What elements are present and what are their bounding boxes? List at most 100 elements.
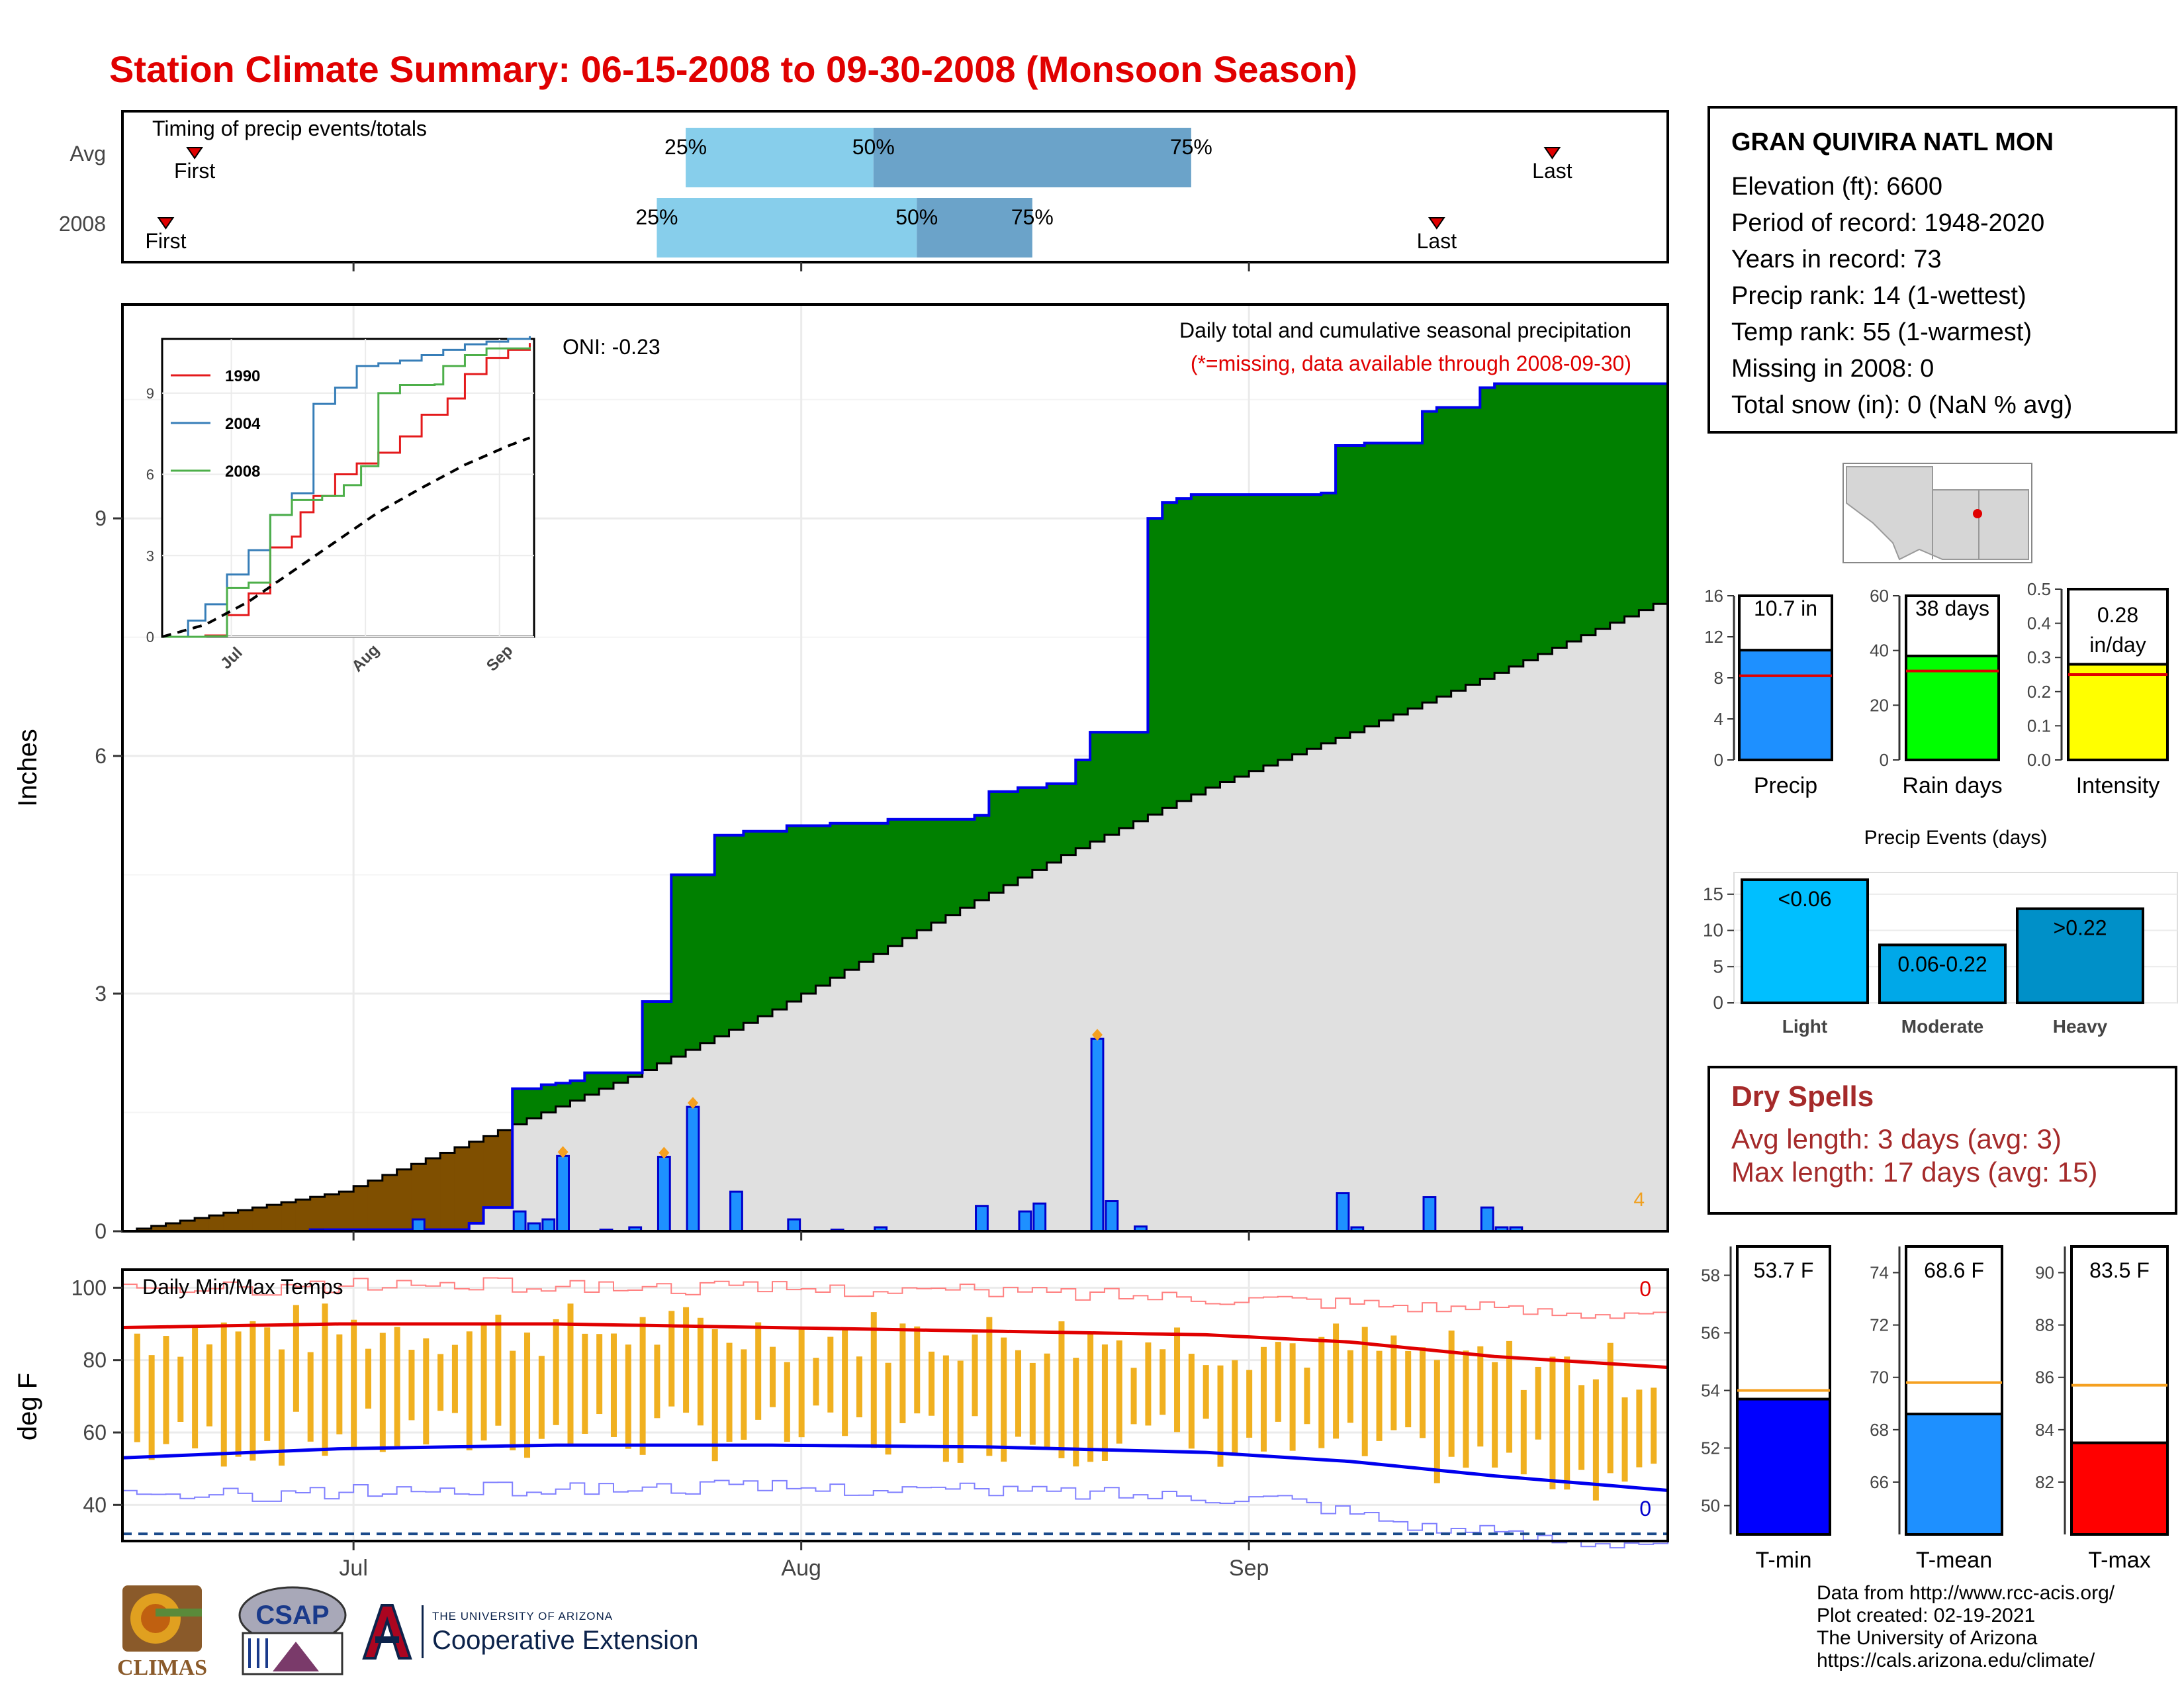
temp-daily-bar xyxy=(813,1358,819,1406)
precip-yticks: 0 3 6 9 xyxy=(95,506,1250,1243)
temp-daily-bar xyxy=(1535,1366,1541,1440)
surplus-segment xyxy=(1595,383,1611,630)
credit-created: Plot created: 02-19-2021 xyxy=(1817,1605,2036,1626)
deficit-segment xyxy=(151,1226,166,1231)
dry-spells-avg: Avg length: 3 days (avg: 3) xyxy=(1731,1123,2062,1154)
timing-row-2008: 2008 xyxy=(59,212,106,236)
temp-summary-bar xyxy=(2070,1441,2169,1536)
ua-big-text: Cooperative Extension xyxy=(432,1626,699,1655)
surplus-segment xyxy=(1177,498,1192,802)
temp-daily-bar xyxy=(914,1326,921,1414)
temp-summary-ytick-label: 90 xyxy=(2035,1263,2054,1283)
precip-ytick-label: 0 xyxy=(95,1219,107,1243)
surplus-segment xyxy=(1249,494,1264,771)
surplus-segment xyxy=(671,874,686,1057)
temp-daily-bar xyxy=(351,1319,357,1450)
surplus-segment xyxy=(1046,783,1062,863)
temp-daily-bar xyxy=(163,1336,169,1444)
surplus-segment xyxy=(830,823,845,978)
surplus-segment xyxy=(1523,383,1539,661)
temp-summary-ytick-label: 50 xyxy=(1701,1496,1720,1516)
surplus-segment xyxy=(1408,443,1423,709)
surplus-segment xyxy=(873,823,889,955)
temp-daily-bar xyxy=(1275,1342,1281,1422)
temp-summary-bar xyxy=(1736,1397,1831,1536)
surplus-segment xyxy=(1003,791,1019,886)
timing-label: Timing of precip events/totals xyxy=(152,117,427,140)
surplus-segment xyxy=(1465,407,1480,685)
precip-ytick-label: 3 xyxy=(95,982,107,1006)
temp-ytick-label: 80 xyxy=(83,1348,107,1372)
surplus-segment xyxy=(1277,494,1293,761)
temp-daily-bar xyxy=(466,1331,473,1450)
daily-precip-bar xyxy=(556,1154,570,1233)
heavy-event-marker xyxy=(557,1146,569,1158)
temp-min-count: 0 xyxy=(1639,1497,1651,1521)
temp-daily-bar xyxy=(524,1333,531,1458)
events-ytick-label: 10 xyxy=(1703,920,1723,941)
deficit-segment xyxy=(396,1169,412,1230)
precip-summary-ytick-label: 0 xyxy=(1880,750,1889,770)
temp-daily-bar xyxy=(365,1348,371,1409)
deficit-segment xyxy=(223,1213,239,1231)
surplus-segment xyxy=(1220,494,1235,782)
temp-daily-bar xyxy=(279,1349,285,1466)
location-map xyxy=(1843,463,2032,563)
surplus-segment xyxy=(686,874,701,1050)
climatology-line xyxy=(122,597,1669,1233)
precip-summary-bar xyxy=(1738,649,1833,762)
deficit-segment xyxy=(238,1210,253,1231)
surplus-segment xyxy=(570,1080,585,1101)
inset-legend-label-2008: 2008 xyxy=(225,463,260,481)
daily-precip-bar xyxy=(1336,1192,1350,1233)
temp-daily-bar xyxy=(1246,1370,1253,1438)
precip-summary-ytick-label: 0 xyxy=(1714,750,1723,770)
temp-daily-bar xyxy=(1651,1387,1657,1464)
timing-first-marker xyxy=(186,147,204,160)
temp-daily-bar xyxy=(972,1335,978,1417)
temp-summary-ytick-label: 72 xyxy=(1870,1315,1889,1335)
temp-summary-ytick-label: 70 xyxy=(1870,1368,1889,1387)
temp-summary-label: 68.6 F xyxy=(1924,1258,1984,1282)
intensity-summary-unit: in/day xyxy=(2089,633,2146,657)
temp-daily-bar xyxy=(596,1334,603,1415)
deficit-segment xyxy=(208,1215,224,1231)
temp-daily-bar xyxy=(423,1338,430,1445)
surplus-segment xyxy=(1379,443,1394,721)
inset-line-avg xyxy=(161,436,531,638)
daily-precip-bar xyxy=(1032,1202,1047,1233)
temp-daily-bar xyxy=(741,1349,747,1440)
surplus-segment xyxy=(555,1083,570,1107)
temp-daily-bar xyxy=(1376,1350,1383,1441)
temp-daily-bar xyxy=(1232,1360,1238,1454)
deficit-segment xyxy=(498,1130,513,1208)
deficit-segment xyxy=(180,1221,195,1231)
inset-legend: 1990 2004 2008 xyxy=(171,367,261,481)
timing-xticks xyxy=(352,262,1250,271)
surplus-segment xyxy=(541,1084,557,1113)
daily-precip-bar xyxy=(686,1105,700,1233)
precip-missing-note: (*=missing, data available through 2008-… xyxy=(1191,352,1631,375)
csap-logo: CSAP xyxy=(233,1585,349,1685)
temp-daily-bar xyxy=(582,1333,588,1434)
surplus-segment xyxy=(584,1072,600,1095)
temp-daily-bar xyxy=(697,1317,704,1426)
temp-daily-bar xyxy=(711,1329,718,1462)
surplus-segment xyxy=(1494,383,1510,673)
surplus-segment xyxy=(858,823,874,962)
deficit-segment xyxy=(195,1218,210,1231)
surplus-segment xyxy=(527,1088,542,1119)
ua-a-icon xyxy=(362,1604,412,1660)
temp-daily-bar xyxy=(1420,1347,1426,1438)
temp-xticks: Jul Aug Sep xyxy=(339,1541,1269,1581)
station-elevation: Elevation (ft): 6600 xyxy=(1731,173,1942,201)
temp-daily-bar xyxy=(235,1331,242,1457)
temp-daily-bar xyxy=(1188,1354,1195,1449)
precip-summary-category: Rain days xyxy=(1902,773,2002,798)
precip-events-panel: Precip Events (days) 0 5 10 15 <0.06 Light 0.06… xyxy=(1703,827,2178,1037)
deficit-segment xyxy=(440,1152,455,1230)
daily-precip-bar xyxy=(1105,1200,1119,1233)
